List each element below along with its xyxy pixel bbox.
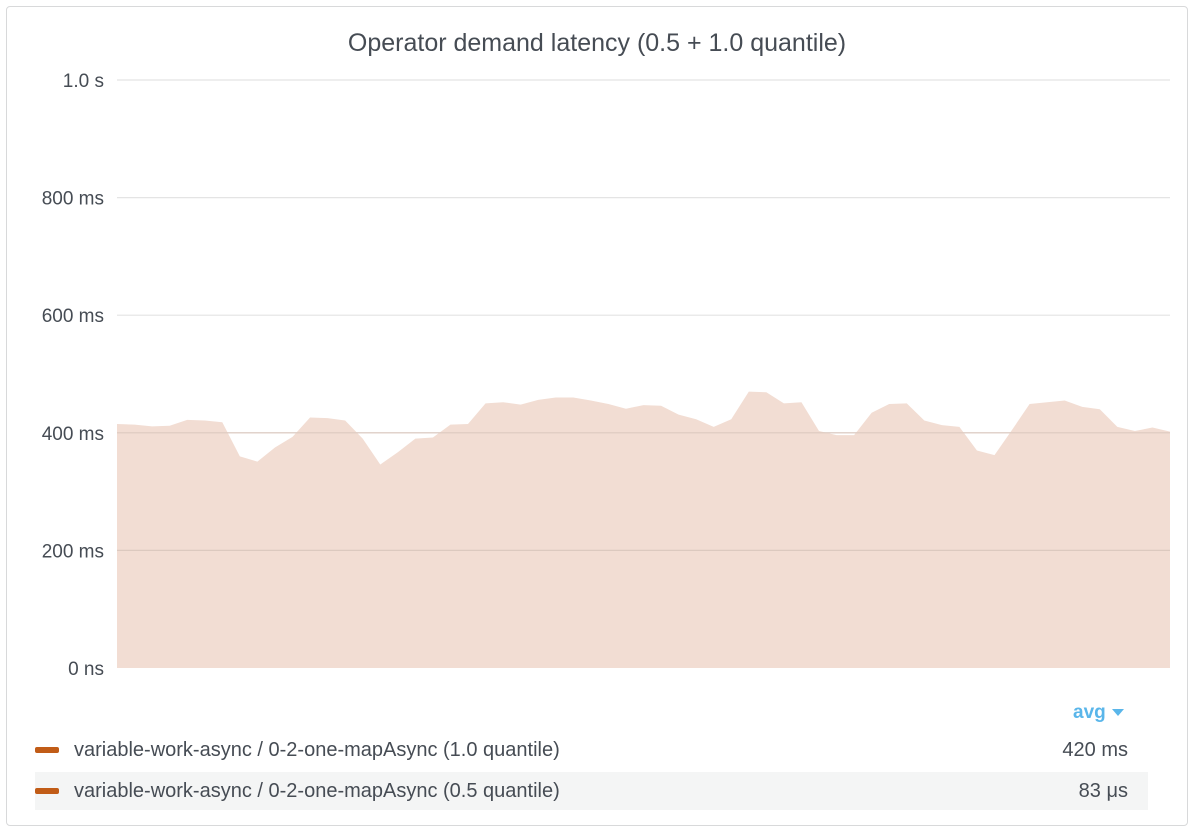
y-tick-label: 1.0 s [63,71,104,92]
series-color-swatch [35,788,59,794]
legend-item-series-2[interactable]: variable-work-async / 0-2-one-mapAsync (… [35,772,1148,810]
y-tick-label: 400 ms [42,424,104,445]
legend-avg-label: avg [1073,702,1106,723]
caret-down-icon [1111,709,1124,717]
legend-series-avg-value: 420 ms [1062,738,1128,761]
y-tick-label: 600 ms [42,306,104,327]
y-tick-label: 0 ns [68,659,104,680]
panel-title[interactable]: Operator demand latency (0.5 + 1.0 quant… [347,29,847,57]
legend-series-avg-value: 83 μs [1078,779,1128,802]
legend-sort-avg-header[interactable]: avg [1073,702,1124,724]
y-tick-label: 800 ms [42,189,104,210]
series-areas [117,391,1170,668]
y-axis-ticks: 0 ns 200 ms 400 ms 600 ms 800 ms 1.0 s [42,71,104,680]
legend-series-label[interactable]: variable-work-async / 0-2-one-mapAsync (… [74,779,560,802]
series-area-1 [117,391,1170,668]
series-color-swatch [35,747,59,753]
y-tick-label: 200 ms [42,541,104,562]
legend-series-label[interactable]: variable-work-async / 0-2-one-mapAsync (… [74,738,560,761]
legend-item-series-1[interactable]: variable-work-async / 0-2-one-mapAsync (… [35,731,1148,769]
latency-chart: 0 ns 200 ms 400 ms 600 ms 800 ms 1.0 s [42,71,1170,680]
